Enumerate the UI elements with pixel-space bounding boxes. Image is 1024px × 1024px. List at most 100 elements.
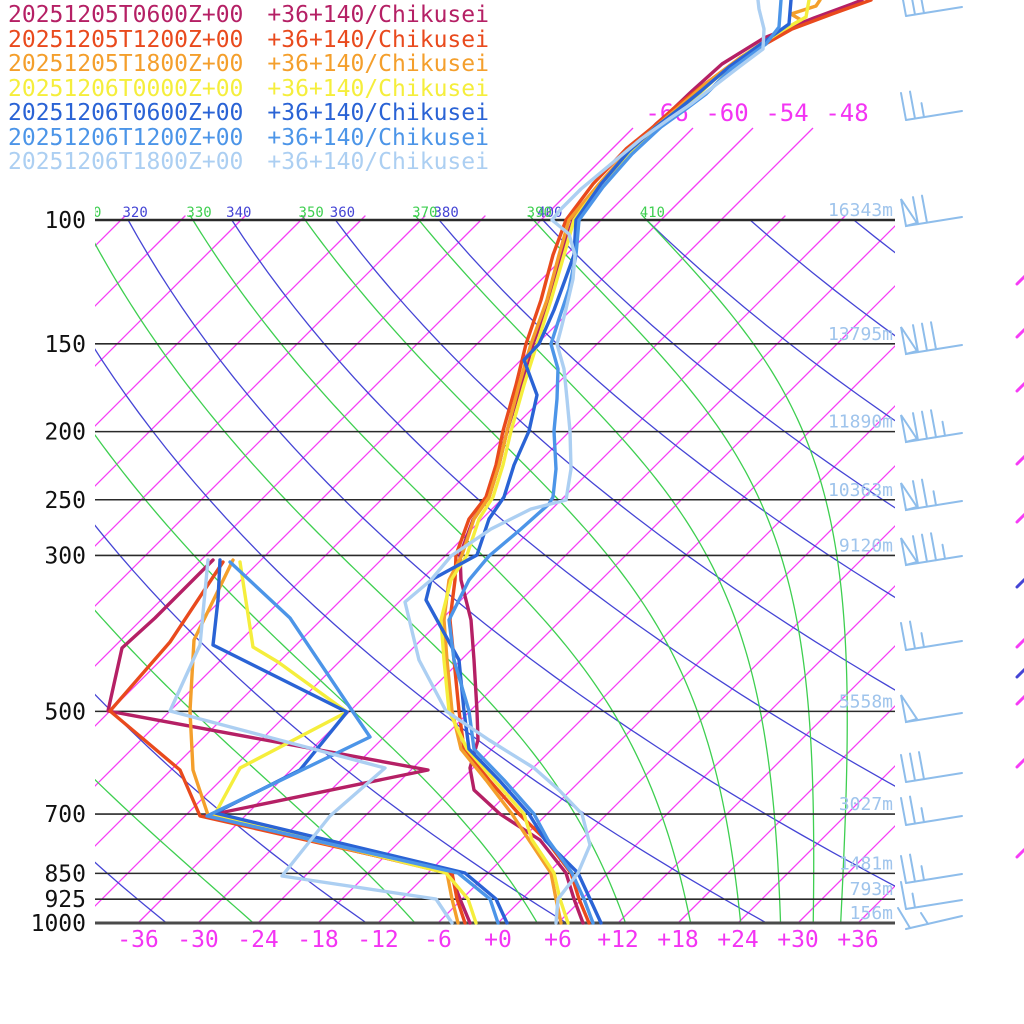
line — [920, 865, 925, 882]
edge-tick — [1015, 694, 1024, 706]
isotherm-extension — [664, 127, 754, 217]
edge-tick — [1015, 847, 1024, 859]
pressure-label: 925 — [44, 887, 86, 913]
moist-adiabat-label: 410 — [640, 205, 665, 221]
dry-adiabat-line — [645, 219, 895, 422]
isotherm-line — [95, 215, 246, 367]
height-label: 156m — [850, 903, 893, 924]
moist-adiabat-label: 370 — [412, 205, 437, 221]
line — [905, 500, 963, 511]
wind-barb-icon — [900, 194, 963, 228]
legend-item: 20251206T1200Z+00 +36+140/Chikusei — [8, 124, 489, 151]
temp-tick-label: -30 — [177, 927, 219, 953]
dry-adiabat-line — [542, 219, 895, 509]
temp-tick-label: -6 — [424, 927, 452, 953]
legend-location: +36+140/Chikusei — [267, 149, 489, 175]
temp-tick-label: +36 — [837, 927, 879, 953]
line — [912, 412, 919, 442]
moist-adiabat-line — [641, 215, 848, 924]
moist-adiabat-line — [95, 778, 254, 924]
temp-tick-label: +0 — [484, 927, 512, 953]
temp-tick-label: -18 — [297, 927, 339, 953]
line — [930, 409, 937, 439]
height-label: 11890m — [828, 412, 893, 433]
moist-adiabat-label: 330 — [186, 205, 211, 221]
line — [921, 322, 928, 352]
line — [920, 632, 925, 649]
wind-barb-icon — [900, 795, 963, 826]
height-label: 9120m — [839, 535, 893, 556]
legend-time: 20251206T0600Z+00 — [8, 100, 244, 126]
height-label: 10363m — [828, 480, 893, 501]
isotherm-line — [317, 345, 895, 924]
dry-adiabat-label: 380 — [433, 205, 458, 221]
line — [941, 543, 946, 560]
dry-adiabat-line — [127, 219, 895, 887]
edge-tick — [1015, 577, 1024, 589]
line — [905, 712, 963, 723]
isotherm-top-label: -60 — [705, 99, 748, 127]
dewpoint-curve — [205, 560, 500, 925]
barb-flag — [900, 326, 919, 356]
pressure-label: 200 — [44, 420, 86, 446]
line — [909, 853, 916, 883]
legend-time: 20251205T1800Z+00 — [8, 51, 244, 77]
line — [912, 324, 919, 354]
edge-tick-fragments — [1015, 274, 1024, 859]
line — [930, 321, 937, 351]
temp-tick-label: +30 — [777, 927, 819, 953]
isotherm-extension — [544, 127, 634, 217]
moist-adiabat-line — [528, 215, 815, 924]
legend-location: +36+140/Chikusei — [267, 75, 489, 102]
line — [909, 90, 916, 120]
height-label: 13795m — [828, 324, 893, 345]
line — [905, 915, 963, 930]
dry-adiabat-line — [438, 219, 895, 599]
wind-barb-icon — [900, 478, 963, 512]
isotherm-line — [95, 215, 366, 487]
legend-location: +36+140/Chikusei — [267, 124, 489, 151]
line — [905, 216, 963, 227]
wind-barb-icon — [897, 907, 963, 930]
legend-location: +36+140/Chikusei — [267, 26, 489, 53]
sounding-legend: 20251205T0600Z+00 +36+140/Chikusei 2025120… — [8, 3, 489, 175]
temp-tick-label: -36 — [117, 927, 159, 953]
dry-adiabat-line — [334, 219, 895, 691]
isotherm-line — [95, 215, 786, 907]
temperature-curve — [448, 0, 873, 925]
isotherm-line — [797, 825, 895, 924]
line — [905, 432, 963, 443]
line — [920, 0, 925, 15]
moist-adiabat-line — [95, 242, 627, 924]
moist-adiabat-label: 390 — [527, 205, 552, 221]
edge-tick — [1015, 667, 1024, 679]
wind-barb-icon — [900, 321, 963, 356]
isotherm-line — [257, 285, 895, 924]
legend-time: 20251206T1200Z+00 — [8, 124, 244, 151]
temp-tick-label: -12 — [357, 927, 399, 953]
barb-flag — [900, 198, 919, 228]
line — [909, 795, 916, 825]
legend-item: 20251206T0000Z+00 +36+140/Chikusei — [8, 75, 489, 102]
legend-location: +36+140/Chikusei — [267, 2, 489, 28]
isotherm-line — [95, 215, 546, 667]
legend-item: 20251205T1200Z+00 +36+140/Chikusei — [8, 26, 489, 53]
pressure-axis: 100 16343m 150 13795m 200 11890m 250 10363m 300 9… — [31, 200, 895, 937]
wind-barbs — [897, 0, 963, 930]
dry-adiabat-line — [231, 219, 895, 787]
height-label: 3027m — [839, 794, 893, 815]
dry-adiabat-line — [95, 693, 368, 924]
isotherm-line — [95, 215, 666, 787]
moist-adiabat-label: 310 — [76, 205, 101, 221]
wind-barb-icon — [902, 0, 963, 17]
line — [900, 855, 907, 884]
edge-tick — [1015, 454, 1024, 466]
moist-adiabat-line — [413, 215, 782, 924]
dewpoint-curve — [188, 558, 460, 925]
edge-tick — [1015, 381, 1024, 393]
barb-flag — [900, 482, 919, 512]
line — [900, 797, 907, 826]
isotherm-line — [557, 585, 895, 924]
